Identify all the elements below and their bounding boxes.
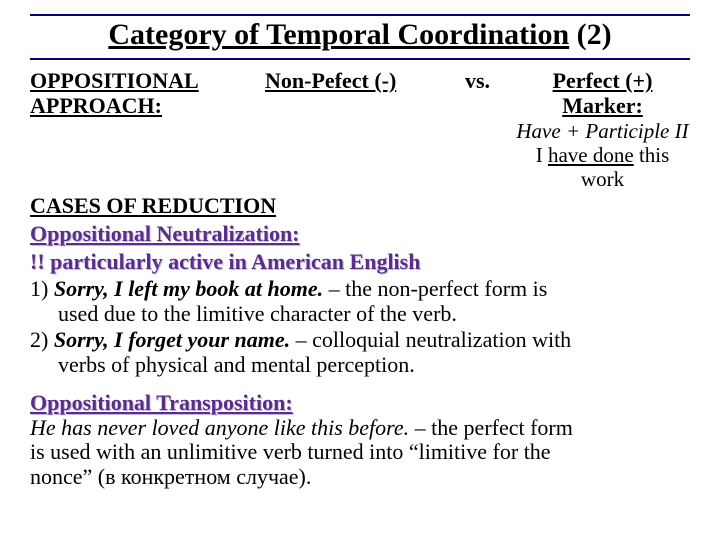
ex-pre: I [536, 143, 548, 167]
ex-underlined: have done [548, 143, 634, 167]
neutralization-heading: Oppositional Neutralization: [30, 221, 690, 247]
approach-label: OPPOSITIONAL APPROACH: [30, 68, 265, 119]
title-rule-box: Category of Temporal Coordination (2) [30, 14, 690, 60]
ex2-rest-b: verbs of physical and mental perception. [30, 353, 690, 378]
slide: Category of Temporal Coordination (2) OP… [0, 0, 720, 540]
perfect-label: Perfect (+) [515, 68, 690, 93]
title-suffix: (2) [569, 18, 611, 51]
non-perfect-label: Non-Pefect (-) [265, 68, 465, 93]
example-2: 2) Sorry, I forget your name. – colloqui… [30, 328, 690, 377]
perfect-column: Perfect (+) Marker: Have + Participle II… [515, 68, 690, 191]
slide-title: Category of Temporal Coordination (2) [108, 18, 611, 51]
cases-heading: CASES OF REDUCTION [30, 193, 690, 219]
trans-italic: He has never loved anyone like this befo… [30, 415, 409, 440]
trans-rest-b: is used with an unlimitive verb turned i… [30, 440, 690, 465]
approach-line2: APPROACH: [30, 93, 265, 118]
active-note: !! particularly active in American Engli… [30, 249, 690, 275]
ex1-lead: Sorry, I left my book at home. [54, 276, 323, 301]
transposition-body: He has never loved anyone like this befo… [30, 416, 690, 490]
ex1-num: 1) [30, 276, 54, 301]
ex2-lead: Sorry, I forget your name. [54, 327, 290, 352]
ex1-rest-a: – the non-perfect form is [323, 276, 547, 301]
approach-line1: OPPOSITIONAL [30, 68, 265, 93]
example-1: 1) Sorry, I left my book at home. – the … [30, 277, 690, 326]
ex2-num: 2) [30, 327, 54, 352]
marker-label: Marker: [515, 93, 690, 118]
ex2-rest-a: – colloquial neutralization with [290, 327, 571, 352]
trans-rest-a: – the perfect form [409, 415, 573, 440]
transposition-heading: Oppositional Transposition: [30, 390, 690, 416]
trans-rest-c: nonce” (в конкретном случае). [30, 465, 690, 490]
title-underlined: Category of Temporal Coordination [108, 18, 569, 51]
marker-example: I have done this work [515, 143, 690, 191]
vs-label: vs. [465, 68, 515, 93]
ex1-rest-b: used due to the limitive character of th… [30, 302, 690, 327]
opposition-row: OPPOSITIONAL APPROACH: Non-Pefect (-) vs… [30, 68, 690, 191]
marker-formula: Have + Participle II [515, 119, 690, 143]
